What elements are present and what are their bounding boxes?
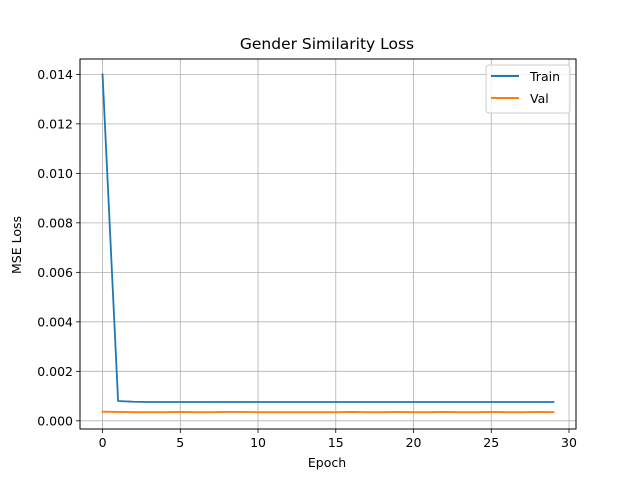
legend: Train Val <box>485 64 571 114</box>
y-tick-label: 0.010 <box>37 166 73 181</box>
y-tick-label: 0.002 <box>37 364 73 379</box>
y-tick-label: 0.012 <box>37 116 73 131</box>
y-tick-label: 0.008 <box>37 215 73 230</box>
series-line-train <box>101 73 555 403</box>
x-tick-label: 15 <box>328 435 344 450</box>
grid-lines <box>80 59 576 429</box>
x-tick-label: 20 <box>406 435 422 450</box>
x-axis-label: Epoch <box>308 455 346 470</box>
x-tick-label: 5 <box>176 435 184 450</box>
y-axis-label: MSE Loss <box>9 216 24 274</box>
chart-title: Gender Similarity Loss <box>240 35 414 53</box>
axis-ticks: 0 5 10 15 20 25 30 0.000 0.002 0.004 0.006 0.008 0.0… <box>37 67 577 450</box>
x-tick-label: 30 <box>561 435 577 450</box>
series-layer <box>101 73 555 414</box>
y-tick-label: 0.014 <box>37 67 73 82</box>
y-tick-label: 0.000 <box>37 413 73 428</box>
x-tick-label: 10 <box>250 435 266 450</box>
y-tick-label: 0.004 <box>37 314 73 329</box>
x-tick-label: 0 <box>99 435 107 450</box>
plot-frame <box>79 58 577 430</box>
x-tick-label: 25 <box>483 435 499 450</box>
legend-label-val: Val <box>530 91 549 106</box>
legend-label-train: Train <box>529 69 560 84</box>
y-tick-label: 0.006 <box>37 265 73 280</box>
